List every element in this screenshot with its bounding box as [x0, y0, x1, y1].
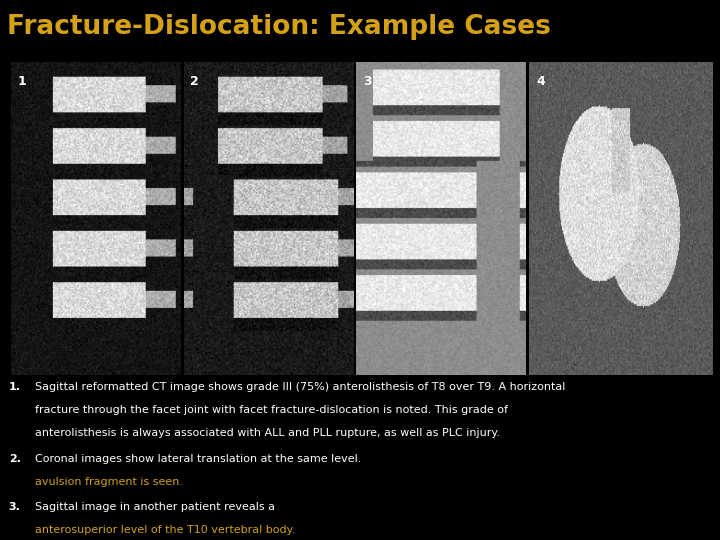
Text: 2: 2 — [190, 75, 199, 87]
Text: avulsion fragment is seen.: avulsion fragment is seen. — [35, 477, 183, 487]
Text: 4: 4 — [536, 75, 545, 87]
Text: Fracture-Dislocation: Example Cases: Fracture-Dislocation: Example Cases — [7, 14, 551, 39]
Text: 3: 3 — [363, 75, 372, 87]
Text: Sagittal image in another patient reveals a: Sagittal image in another patient reveal… — [35, 502, 278, 512]
Text: Sagittal reformatted CT image shows grade III (75%) anterolisthesis of T8 over T: Sagittal reformatted CT image shows grad… — [35, 382, 565, 392]
Text: 1: 1 — [17, 75, 27, 87]
Text: anterolisthesis is always associated with ALL and PLL rupture, as well as PLC in: anterolisthesis is always associated wit… — [35, 428, 500, 438]
Text: Coronal images show lateral translation at the same level.: Coronal images show lateral translation … — [35, 454, 364, 464]
Text: anterosuperior level of the T10 vertebral body.: anterosuperior level of the T10 vertebra… — [35, 525, 294, 536]
Text: 2.: 2. — [9, 454, 21, 464]
Text: fracture through the facet joint with facet fracture-dislocation is noted. This : fracture through the facet joint with fa… — [35, 405, 508, 415]
Text: 1.: 1. — [9, 382, 21, 392]
Text: 3.: 3. — [9, 502, 20, 512]
